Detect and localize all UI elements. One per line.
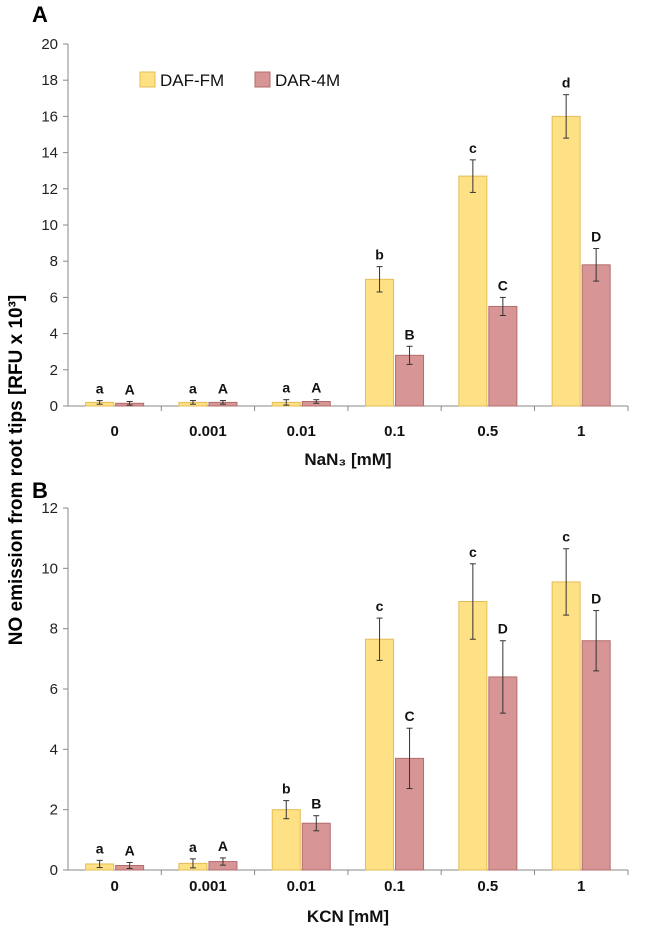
y-tick-label: 2 (50, 802, 58, 819)
dar-4m-bar (581, 640, 611, 871)
y-tick-label: 8 (50, 621, 58, 638)
dar-4m-significance-label: A (125, 381, 135, 397)
dar-4m-significance-label: D (591, 591, 601, 607)
x-axis-label: KCN [mM] (307, 907, 389, 926)
dar-4m-significance-label: D (498, 621, 508, 637)
panel-a: A 0 2 4 6 8 10 12 14 16 18 20 0 0.001 0.01 0.1 0.5 1 NaN₃… (32, 2, 629, 469)
daf-fm-bar (365, 638, 395, 871)
x-tick-label: 0.5 (477, 423, 498, 440)
legend-swatch-dar-4m (254, 71, 271, 88)
daf-fm-bar (458, 601, 488, 871)
dar-4m-bar (581, 264, 611, 407)
y-tick-label: 4 (50, 741, 58, 758)
shared-y-axis-label: NO emission from root tips [RFU x 10³] (6, 295, 27, 645)
panel-a-letter: A (32, 2, 48, 27)
x-tick-label: 0.001 (189, 878, 227, 895)
y-tick-label: 6 (50, 681, 58, 698)
daf-fm-bar (365, 278, 395, 407)
daf-fm-bar (458, 175, 488, 407)
daf-fm-significance-label: a (96, 381, 104, 397)
y-tick-label: 12 (41, 181, 58, 198)
daf-fm-significance-label: c (562, 529, 570, 545)
daf-fm-significance-label: c (376, 598, 384, 614)
y-tick-label: 12 (41, 500, 58, 517)
dar-4m-significance-label: A (311, 380, 321, 396)
x-tick-label: 0 (110, 423, 118, 440)
y-tick-label: 4 (50, 326, 58, 343)
daf-fm-significance-label: a (189, 839, 197, 855)
y-tick-label: 6 (50, 289, 58, 306)
daf-fm-significance-label: b (282, 781, 291, 797)
panel-b-letter: B (32, 478, 48, 503)
legend-label-daf-fm: DAF-FM (160, 71, 224, 90)
daf-fm-significance-label: b (375, 247, 384, 263)
y-tick-label: 8 (50, 253, 58, 270)
daf-fm-significance-label: a (282, 380, 290, 396)
daf-fm-significance-label: d (562, 75, 571, 91)
dar-4m-significance-label: A (218, 381, 228, 397)
y-tick-label: 14 (41, 145, 58, 162)
y-tick-label: 10 (41, 560, 58, 577)
x-tick-label: 0.01 (287, 423, 316, 440)
x-tick-label: 0.5 (477, 878, 498, 895)
dar-4m-significance-label: D (591, 229, 601, 245)
dar-4m-significance-label: A (218, 838, 228, 854)
daf-fm-bar (271, 809, 301, 871)
dar-4m-significance-label: A (125, 842, 135, 858)
x-axis-label: NaN₃ [mM] (304, 450, 391, 469)
x-tick-label: 0.01 (287, 878, 316, 895)
legend-label-dar-4m: DAR-4M (275, 71, 340, 90)
y-tick-label: 20 (41, 36, 58, 53)
daf-fm-bar (551, 581, 581, 871)
x-tick-label: 0.1 (384, 878, 405, 895)
y-tick-label: 18 (41, 72, 58, 89)
dar-4m-bar (488, 305, 518, 407)
y-tick-label: 2 (50, 362, 58, 379)
dar-4m-significance-label: B (311, 796, 321, 812)
y-tick-label: 0 (50, 398, 58, 415)
x-tick-label: 1 (577, 878, 585, 895)
daf-fm-significance-label: c (469, 544, 477, 560)
panel-b: B 0 2 4 6 8 10 12 0 0.001 0.01 0.1 0.5 1 KCN [mM] a a b c… (32, 478, 629, 926)
dar-4m-significance-label: C (498, 277, 508, 293)
daf-fm-significance-label: c (469, 140, 477, 156)
daf-fm-significance-label: a (96, 840, 104, 856)
legend-swatch-daf-fm (139, 71, 156, 88)
y-tick-label: 16 (41, 108, 58, 125)
x-tick-label: 0 (110, 878, 118, 895)
x-tick-label: 0.001 (189, 423, 227, 440)
y-tick-label: 0 (50, 862, 58, 879)
daf-fm-bar (551, 115, 581, 407)
dar-4m-significance-label: B (404, 326, 414, 342)
daf-fm-significance-label: a (189, 381, 197, 397)
y-tick-label: 10 (41, 217, 58, 234)
dar-4m-significance-label: C (404, 708, 414, 724)
x-tick-label: 0.1 (384, 423, 405, 440)
x-tick-label: 1 (577, 423, 585, 440)
